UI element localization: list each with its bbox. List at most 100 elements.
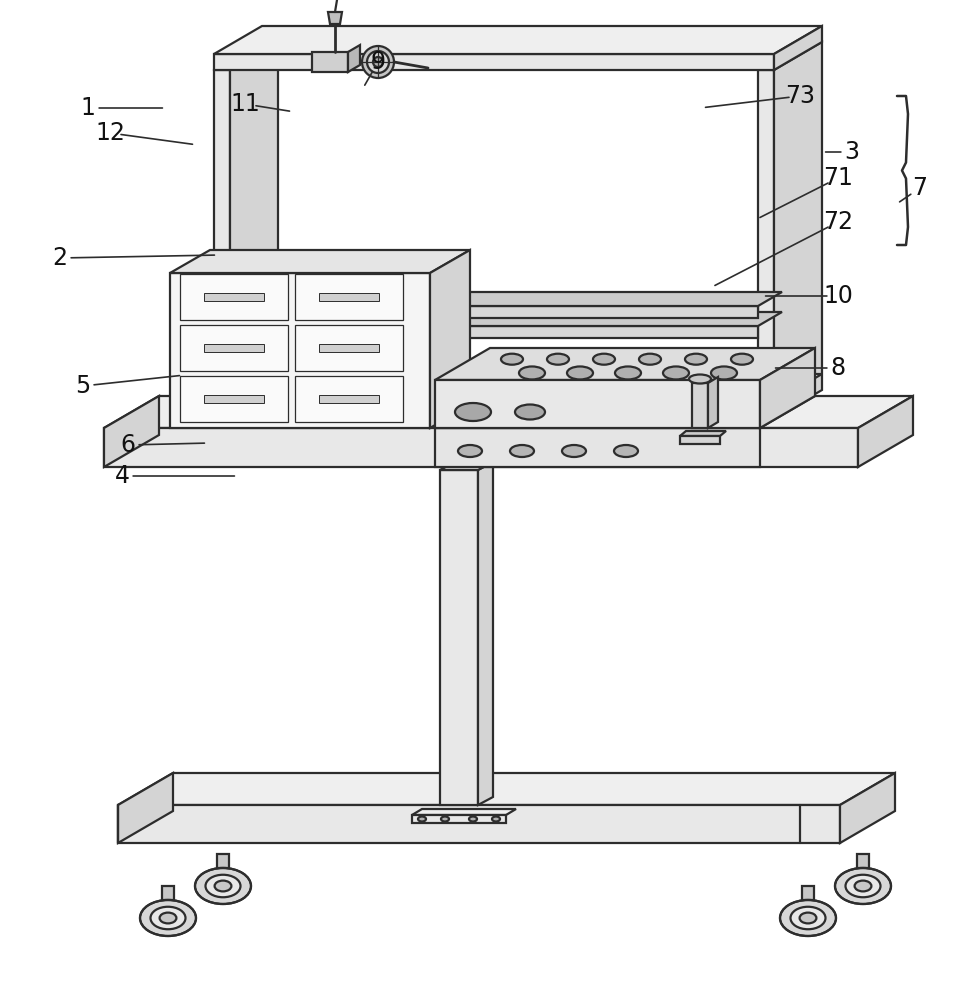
Polygon shape <box>440 462 493 470</box>
Polygon shape <box>435 396 815 428</box>
Ellipse shape <box>790 907 826 929</box>
Text: 11: 11 <box>230 92 260 116</box>
Polygon shape <box>118 773 173 843</box>
Polygon shape <box>435 380 760 428</box>
Ellipse shape <box>835 868 891 904</box>
Text: 4: 4 <box>115 464 129 488</box>
Ellipse shape <box>731 354 753 365</box>
Text: 7: 7 <box>913 176 927 200</box>
Polygon shape <box>295 376 403 422</box>
Ellipse shape <box>140 900 196 936</box>
Text: 9: 9 <box>371 50 385 74</box>
Ellipse shape <box>663 366 689 379</box>
Ellipse shape <box>362 46 394 78</box>
Ellipse shape <box>562 445 586 457</box>
Polygon shape <box>858 396 913 467</box>
Ellipse shape <box>515 404 545 420</box>
Ellipse shape <box>458 445 482 457</box>
Polygon shape <box>412 809 516 815</box>
Text: 2: 2 <box>52 246 68 270</box>
Ellipse shape <box>615 366 641 379</box>
Ellipse shape <box>689 374 711 383</box>
Ellipse shape <box>855 881 871 891</box>
Polygon shape <box>802 886 814 900</box>
Text: 71: 71 <box>823 166 853 190</box>
Polygon shape <box>708 377 718 428</box>
Ellipse shape <box>800 913 816 923</box>
Polygon shape <box>170 250 470 273</box>
Polygon shape <box>214 374 822 402</box>
Ellipse shape <box>373 57 383 67</box>
Ellipse shape <box>510 445 534 457</box>
Polygon shape <box>680 431 726 436</box>
Text: 5: 5 <box>75 374 91 398</box>
Polygon shape <box>319 344 380 352</box>
Ellipse shape <box>711 366 737 379</box>
Polygon shape <box>680 436 720 444</box>
Polygon shape <box>104 396 159 467</box>
Ellipse shape <box>455 403 491 421</box>
Polygon shape <box>857 854 869 868</box>
Ellipse shape <box>441 816 449 822</box>
Polygon shape <box>840 773 895 843</box>
Polygon shape <box>204 344 265 352</box>
Polygon shape <box>118 773 895 805</box>
Text: 10: 10 <box>823 284 853 308</box>
Ellipse shape <box>547 354 569 365</box>
Polygon shape <box>692 383 708 428</box>
Polygon shape <box>214 402 774 418</box>
Ellipse shape <box>593 354 615 365</box>
Polygon shape <box>118 805 840 843</box>
Polygon shape <box>104 396 913 428</box>
Text: 3: 3 <box>844 140 860 164</box>
Ellipse shape <box>367 51 389 73</box>
Polygon shape <box>214 26 822 54</box>
Ellipse shape <box>151 907 185 929</box>
Text: 1: 1 <box>80 96 96 120</box>
Polygon shape <box>435 428 760 467</box>
Ellipse shape <box>492 816 500 822</box>
Ellipse shape <box>845 875 880 897</box>
Ellipse shape <box>159 913 177 923</box>
Ellipse shape <box>469 816 477 822</box>
Polygon shape <box>217 854 229 868</box>
Ellipse shape <box>780 900 836 936</box>
Polygon shape <box>230 42 278 418</box>
Text: 73: 73 <box>785 84 815 108</box>
Polygon shape <box>430 250 470 428</box>
Polygon shape <box>319 293 380 301</box>
Polygon shape <box>440 470 478 805</box>
Polygon shape <box>180 376 288 422</box>
Ellipse shape <box>519 366 545 379</box>
Polygon shape <box>478 462 493 805</box>
Text: 8: 8 <box>831 356 845 380</box>
Ellipse shape <box>195 868 251 904</box>
Ellipse shape <box>501 354 523 365</box>
Polygon shape <box>230 292 782 306</box>
Polygon shape <box>312 52 348 72</box>
Polygon shape <box>204 395 265 403</box>
Polygon shape <box>170 273 430 428</box>
Polygon shape <box>774 26 822 70</box>
Polygon shape <box>295 325 403 371</box>
Ellipse shape <box>639 354 661 365</box>
Polygon shape <box>295 274 403 320</box>
Polygon shape <box>204 293 265 301</box>
Polygon shape <box>214 70 230 418</box>
Polygon shape <box>230 312 782 326</box>
Polygon shape <box>328 12 342 24</box>
Polygon shape <box>774 42 822 418</box>
Polygon shape <box>230 326 758 338</box>
Polygon shape <box>435 348 815 380</box>
Polygon shape <box>162 886 174 900</box>
Text: 72: 72 <box>823 210 853 234</box>
Polygon shape <box>319 395 380 403</box>
Polygon shape <box>214 54 774 70</box>
Polygon shape <box>348 45 360 72</box>
Ellipse shape <box>567 366 593 379</box>
Text: 6: 6 <box>121 433 135 457</box>
Ellipse shape <box>214 881 232 891</box>
Text: 12: 12 <box>95 121 125 145</box>
Polygon shape <box>230 306 758 318</box>
Ellipse shape <box>206 875 241 897</box>
